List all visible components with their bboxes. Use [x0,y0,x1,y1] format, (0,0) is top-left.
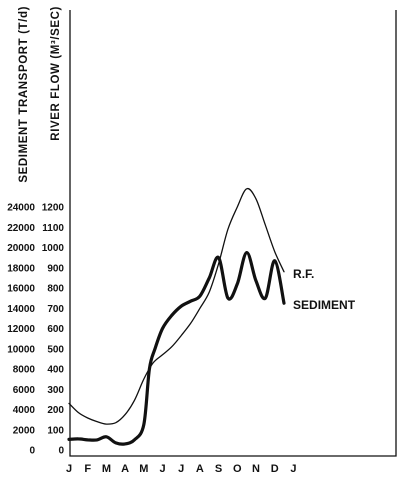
flow-tick-label: 600 [47,324,64,335]
month-tick-label: J [178,463,184,475]
sediment-axis-ticks: 0 2000 4000 6000 8000 10000 12000 14000 16000 180… [7,203,35,457]
month-tick-label: J [290,463,296,475]
sediment-tick-label: 12000 [7,324,35,335]
sediment-tick-label: 22000 [7,223,35,234]
sediment-tick-label: 14000 [7,304,35,315]
sediment-tick-label: 4000 [13,405,36,416]
sediment-tick-label: 2000 [13,425,36,436]
flow-tick-label: 900 [47,263,64,274]
month-tick-label: M [102,463,111,475]
sediment-tick-label: 20000 [7,243,35,254]
sediment-tick-label: 0 [29,446,35,457]
plot-border [69,10,397,457]
flow-tick-label: 800 [47,284,64,295]
flow-tick-label: 0 [58,446,64,457]
flow-tick-label: 1100 [42,223,64,234]
flow-tick-label: 400 [47,365,64,376]
sediment-tick-label: 18000 [7,263,35,274]
flow-axis-ticks: 0 100 200 300 400 500 600 700 800 900 1000 1100 1200 [42,203,65,457]
month-tick-label: N [252,463,260,475]
month-tick-label: O [233,463,242,475]
flow-tick-label: 1200 [42,203,65,214]
flow-axis-title: RIVER FLOW (M³/SEC) [50,6,62,141]
month-tick-label: D [271,463,279,475]
plot-frame [69,10,397,457]
flow-tick-label: 500 [47,344,64,355]
series-labels: R.F. SEDIMENT [293,267,356,312]
sediment-tick-label: 24000 [7,203,35,214]
sediment-tick-label: 6000 [13,385,36,396]
month-tick-label: A [196,463,204,475]
month-tick-label: J [66,463,72,475]
month-tick-label: F [84,463,91,475]
sediment-line [67,250,286,446]
flow-tick-label: 200 [47,405,64,416]
sediment-series-label: SEDIMENT [293,298,356,312]
flow-tick-label: 300 [47,385,64,396]
sediment-axis-title: SEDIMENT TRANSPORT (T/d) [18,6,30,183]
month-tick-label: S [215,463,222,475]
flow-tick-label: 700 [47,304,64,315]
river-flow-line [68,187,285,425]
sediment-tick-label: 8000 [13,365,36,376]
axis-titles: SEDIMENT TRANSPORT (T/d) RIVER FLOW (M³/S… [18,6,62,183]
month-tick-label: A [121,463,129,475]
flow-tick-label: 1000 [42,243,65,254]
series-lines [67,187,286,446]
sediment-tick-label: 10000 [7,344,35,355]
river-flow-series-label: R.F. [293,267,314,281]
month-tick-label: J [159,463,165,475]
sediment-tick-label: 16000 [7,284,35,295]
month-tick-label: M [139,463,148,475]
flow-tick-label: 100 [47,425,64,436]
